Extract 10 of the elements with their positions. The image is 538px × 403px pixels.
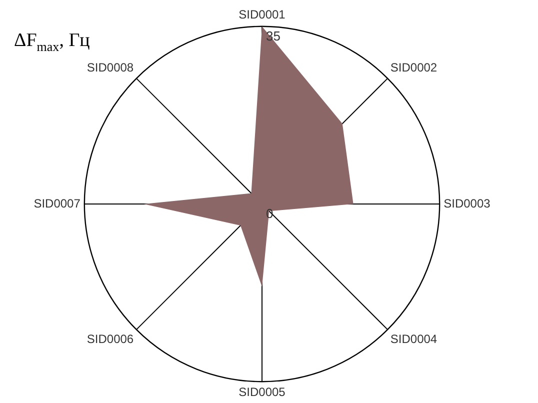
spoke-label: SID0002: [390, 60, 438, 75]
spoke-label: SID0001: [238, 8, 286, 22]
spoke-label: SID0005: [238, 385, 286, 400]
spoke-label: SID0006: [86, 332, 134, 346]
y-tick-label: 0: [266, 206, 274, 222]
spoke-label: SID0007: [34, 196, 81, 210]
spoke-label: SID0003: [444, 196, 491, 210]
text: ΔF$_{max}$, Гц: [14, 30, 90, 55]
spoke-label: SID0004: [390, 332, 438, 346]
spoke-label: SID0008: [86, 60, 134, 75]
